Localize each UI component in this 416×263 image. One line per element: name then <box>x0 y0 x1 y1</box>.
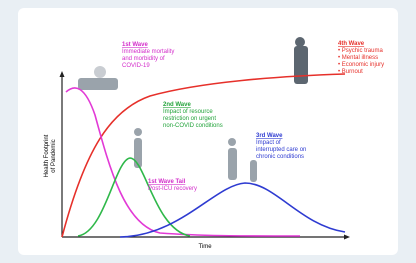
figure: Health Footprint of Pandemic Time 1st Wa… <box>0 0 416 263</box>
page: Health Footprint of Pandemic Time 1st Wa… <box>0 0 416 263</box>
annotation-line: Impact of resource <box>163 109 213 115</box>
annotation-line: Immediate mortality <box>122 49 174 55</box>
annotation-title: 1st Wave <box>122 42 148 48</box>
x-label: Time <box>198 244 212 250</box>
annotation-title: 4th Wave <box>338 41 365 47</box>
annotation-line: Post-ICU recovery <box>148 186 197 192</box>
annotation-line: Impact of <box>256 140 281 146</box>
annotation-line: • Mental illness <box>338 55 378 61</box>
annotation-line: and morbidity of <box>122 56 165 62</box>
annotation-line: • Economic injury <box>338 62 384 68</box>
annotation-line: COVID-19 <box>122 63 150 69</box>
annotation-line: restriction on urgent <box>163 116 216 122</box>
annotation-line: • Psychic trauma <box>338 48 383 54</box>
annotation-line: interrupted care on <box>256 147 306 153</box>
annotation-line: chronic conditions <box>256 154 304 160</box>
annotation-title: 2nd Wave <box>163 102 191 108</box>
y-label: of Pandemic <box>51 139 57 172</box>
y-label: Health Footprint <box>44 134 50 177</box>
annotation-title: 3rd Wave <box>256 133 283 139</box>
annotation-line: non-COVID conditions <box>163 123 223 129</box>
annotation-line: • Burnout <box>338 69 363 75</box>
annotation-title: 1st Wave Tail <box>148 179 186 185</box>
